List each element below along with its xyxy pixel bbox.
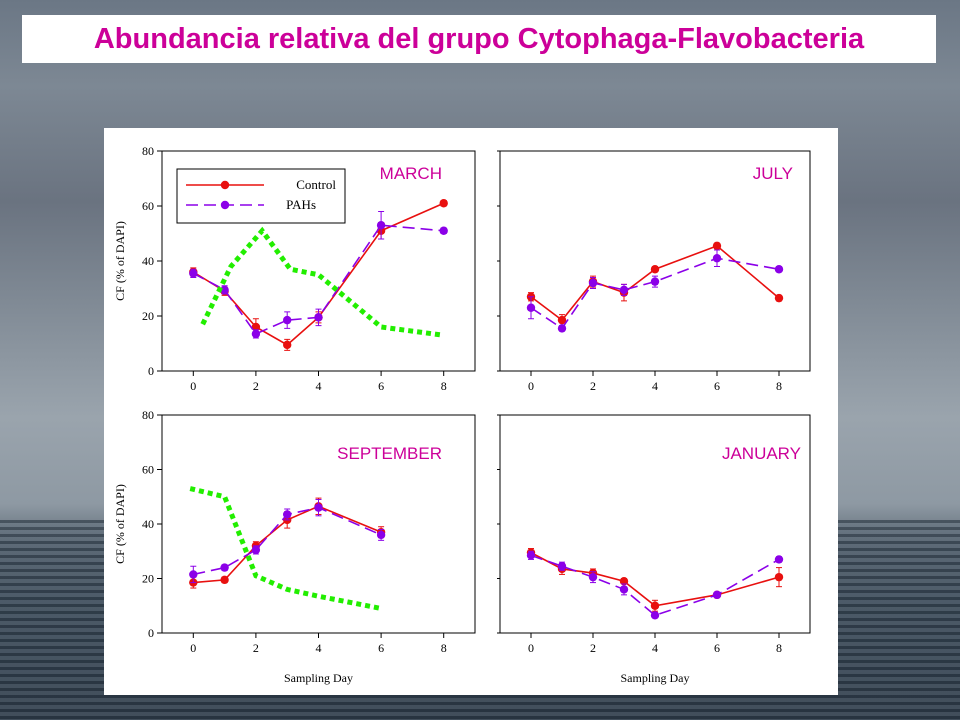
y-tick-label: 20	[142, 572, 154, 586]
pahs-data-point	[588, 572, 598, 582]
pahs-series-line	[193, 506, 382, 576]
panel-month-label: JULY	[753, 164, 793, 183]
control-data-point	[557, 315, 567, 325]
pahs-data-point	[774, 265, 784, 274]
panel-month-label: SEPTEMBER	[337, 444, 442, 463]
control-data-point	[774, 572, 784, 582]
panel-month-label: JANUARY	[722, 444, 801, 463]
pahs-data-point	[526, 551, 536, 560]
x-axis-label: Sampling Day	[284, 671, 353, 685]
y-tick-label: 40	[142, 517, 154, 531]
x-tick-label: 8	[776, 379, 782, 393]
pahs-data-point	[314, 313, 323, 322]
x-tick-label: 6	[378, 379, 384, 393]
x-tick-label: 2	[590, 379, 596, 393]
x-tick-label: 4	[316, 641, 322, 655]
x-tick-label: 0	[190, 641, 196, 655]
y-tick-label: 60	[142, 463, 154, 477]
x-tick-label: 8	[441, 641, 447, 655]
pahs-data-point	[588, 278, 598, 288]
control-data-point	[650, 601, 660, 610]
pahs-data-point	[650, 611, 660, 620]
y-tick-label: 20	[142, 309, 154, 323]
title-banner: Abundancia relativa del grupo Cytophaga-…	[22, 15, 936, 63]
pahs-data-point	[189, 269, 198, 278]
x-tick-label: 4	[652, 379, 658, 393]
control-data-point	[439, 199, 448, 208]
legend: Control PAHs	[176, 168, 346, 224]
pahs-data-point	[774, 555, 784, 564]
pahs-data-point	[650, 277, 660, 286]
legend-box	[176, 168, 346, 224]
y-tick-label: 40	[142, 254, 154, 268]
panel-month-label: MARCH	[380, 164, 442, 183]
x-tick-label: 8	[776, 641, 782, 655]
x-axis-label: Sampling Day	[621, 671, 690, 685]
x-tick-label: 0	[190, 379, 196, 393]
y-tick-label: 80	[142, 144, 154, 158]
pahs-data-point	[619, 285, 629, 295]
pahs-data-point	[314, 503, 323, 512]
pahs-data-point	[251, 545, 261, 555]
legend-pahs-marker	[220, 200, 230, 210]
legend-control-label: Control	[296, 177, 336, 192]
pahs-data-point	[220, 563, 229, 572]
y-axis-label: CF (% of DAPI)	[113, 221, 127, 301]
x-tick-label: 2	[590, 641, 596, 655]
x-tick-label: 2	[253, 641, 259, 655]
x-tick-label: 8	[441, 379, 447, 393]
pahs-data-point	[251, 329, 261, 339]
pahs-data-point	[619, 585, 629, 594]
x-tick-label: 4	[316, 379, 322, 393]
x-tick-label: 4	[652, 641, 658, 655]
pahs-data-point	[557, 324, 567, 333]
y-tick-label: 0	[148, 626, 154, 640]
y-axis-label: CF (% of DAPI)	[113, 484, 127, 564]
chart-january: 0 2 4 6 8 Sampling Day JANUARY	[497, 414, 811, 685]
control-data-point	[712, 241, 722, 251]
pahs-data-point	[283, 315, 292, 325]
pahs-data-point	[220, 285, 229, 295]
x-tick-label: 6	[378, 641, 384, 655]
dotted-trend-line	[200, 226, 445, 338]
x-tick-label: 6	[714, 379, 720, 393]
chart-july: 0 2 4 6 8 JULY	[497, 150, 811, 393]
pahs-data-point	[557, 562, 567, 571]
dotted-trend-line	[189, 486, 382, 611]
pahs-data-point	[439, 226, 448, 235]
legend-pahs-label: PAHs	[286, 197, 316, 212]
pahs-data-point	[376, 530, 386, 540]
legend-control-marker	[220, 180, 230, 190]
plot-frame	[499, 150, 811, 372]
pahs-data-point	[189, 570, 198, 579]
pahs-data-point	[712, 590, 722, 600]
control-data-point	[283, 340, 292, 350]
x-tick-label: 0	[528, 641, 534, 655]
control-data-point	[220, 575, 229, 585]
pahs-data-point	[376, 221, 386, 230]
control-data-point	[251, 322, 261, 332]
y-tick-label: 80	[142, 408, 154, 422]
control-data-point	[774, 293, 784, 303]
x-tick-label: 2	[253, 379, 259, 393]
pahs-data-point	[526, 303, 536, 312]
control-series-line	[530, 551, 780, 607]
x-tick-label: 6	[714, 641, 720, 655]
pahs-data-point	[283, 510, 292, 519]
x-tick-label: 0	[528, 379, 534, 393]
y-tick-label: 60	[142, 199, 154, 213]
control-data-point	[619, 577, 629, 586]
control-data-point	[650, 265, 660, 274]
pahs-data-point	[712, 254, 722, 263]
chart-panel: 0 2 4 6 8 0 20 40 60 80 CF (% of DAPI) MARCH Control…	[104, 128, 838, 695]
y-tick-label: 0	[148, 364, 154, 378]
page-title: Abundancia relativa del grupo Cytophaga-…	[93, 22, 865, 55]
